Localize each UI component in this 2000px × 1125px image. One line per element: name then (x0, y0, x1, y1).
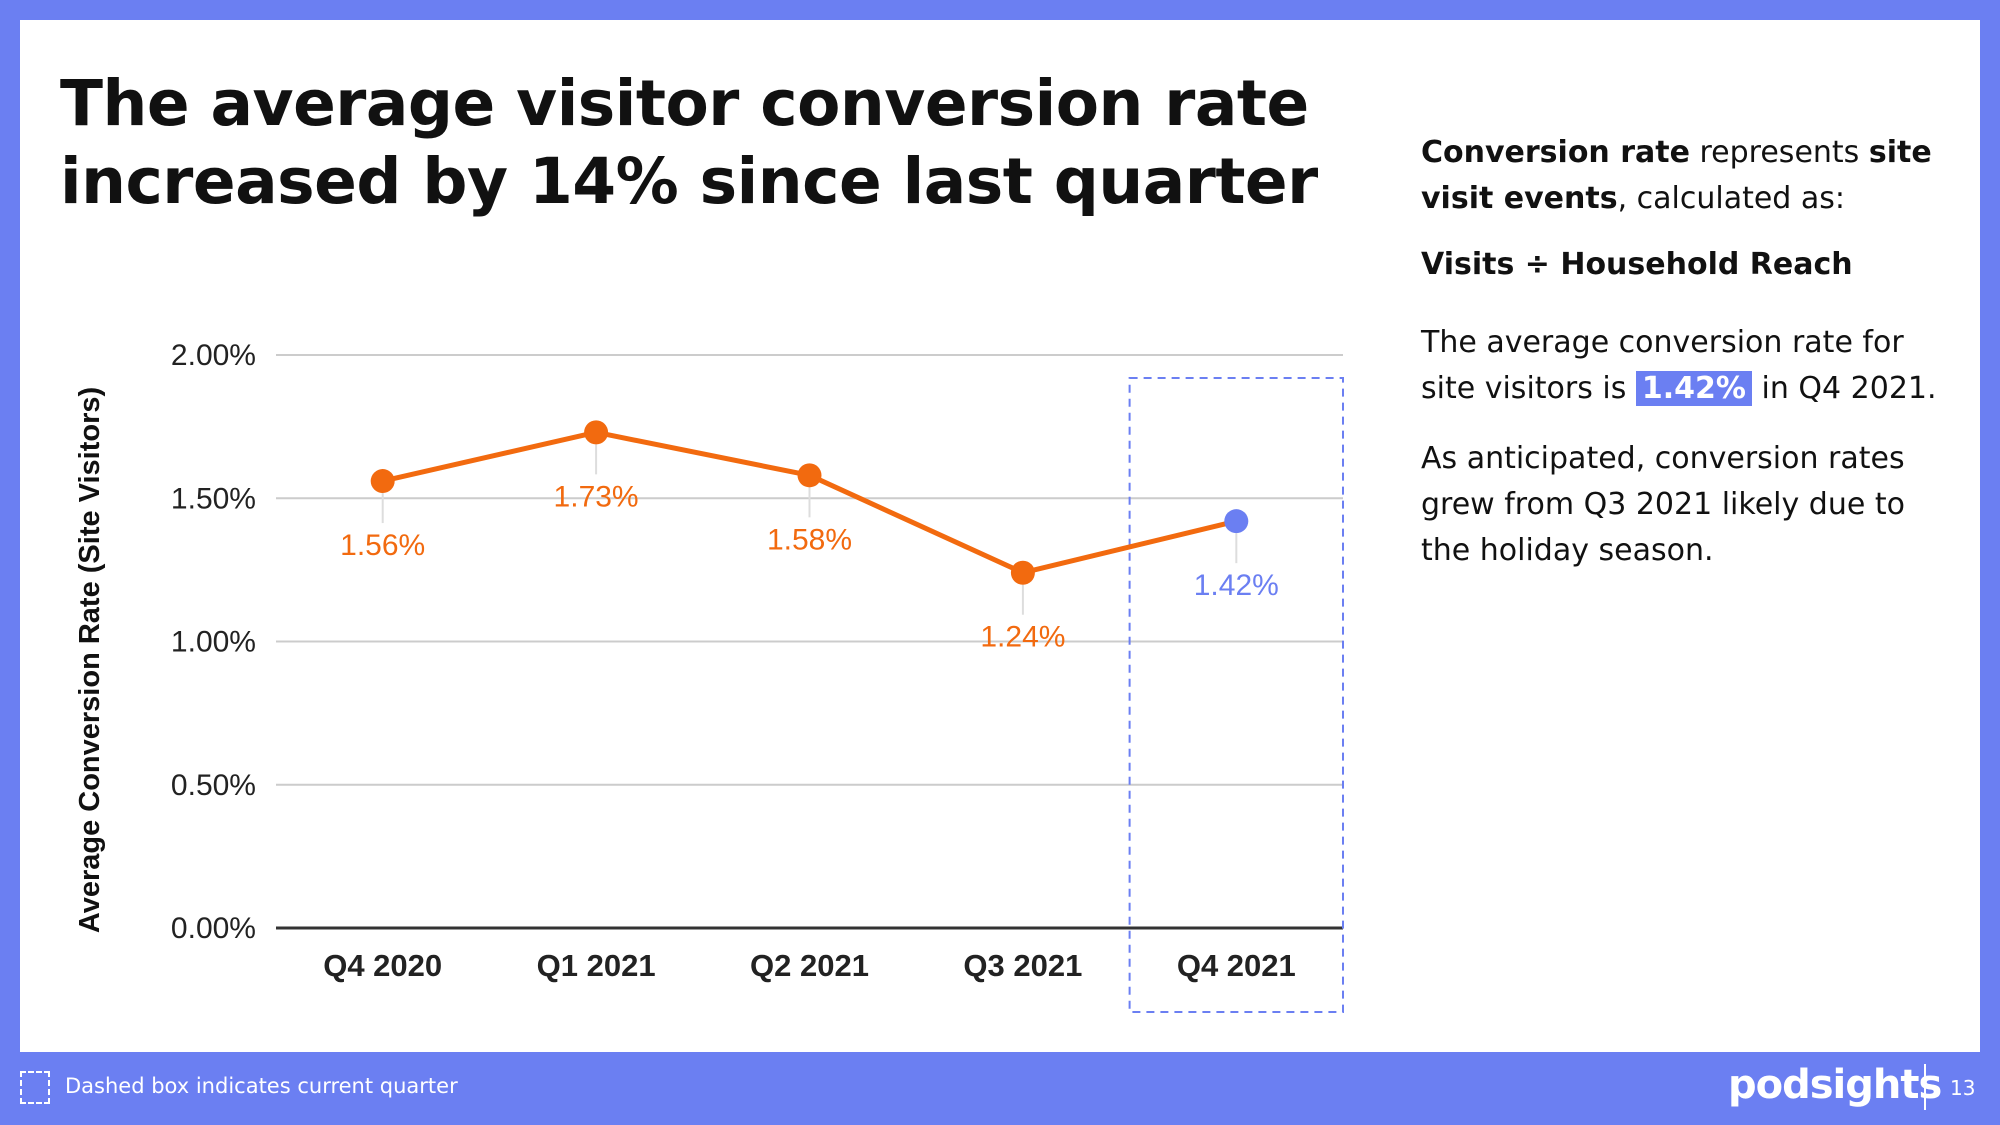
footer-note: Dashed box indicates current quarter (65, 1074, 458, 1098)
slide-title: The average visitor conversion rate incr… (60, 67, 1318, 218)
average-post: in Q4 2021. (1751, 371, 1937, 406)
page-number: 13 (1950, 1076, 1976, 1100)
data-label: 1.73% (554, 480, 639, 513)
grid-lines (276, 354, 1343, 930)
definition-term: Conversion rate (1421, 135, 1690, 170)
dashed-box-icon (20, 1071, 50, 1104)
season-note: As anticipated, conversion rates grew fr… (1421, 441, 1905, 568)
data-point (370, 469, 395, 494)
data-labels: 1.56% 1.73% 1.58% 1.24% 1.42% (340, 480, 1279, 653)
y-tick-label: 1.50% (171, 482, 256, 515)
definition-paragraph: Conversion rate represents site visit ev… (1421, 130, 1941, 222)
definition-mid: represents (1689, 135, 1869, 170)
x-tick-labels: Q4 2020 Q1 2021 Q2 2021 Q3 2021 Q4 2021 (323, 948, 1296, 983)
footer-bar: Dashed box indicates current quarter pod… (0, 1052, 2000, 1125)
data-label: 1.24% (980, 621, 1065, 654)
x-tick-label: Q2 2021 (750, 948, 869, 983)
label-leaders (381, 444, 1238, 615)
data-label: 1.42% (1194, 569, 1279, 602)
definition-end: , calculated as: (1617, 181, 1846, 216)
definition-events: site visit events (1421, 135, 1932, 216)
average-paragraph: The average conversion rate for site vis… (1421, 320, 1941, 412)
data-label: 1.58% (767, 523, 852, 556)
sidebar-text: Conversion rate represents site visit ev… (1421, 130, 1941, 574)
y-tick-label: 0.50% (171, 769, 256, 802)
data-label: 1.56% (340, 529, 425, 562)
data-points (370, 420, 1249, 585)
y-tick-labels: 0.00% 0.50% 1.00% 1.50% 2.00% (171, 339, 256, 945)
x-tick-label: Q4 2021 (1177, 948, 1296, 983)
data-point (584, 420, 609, 445)
highlight-data-point (1224, 509, 1249, 534)
footer-divider (1924, 1064, 1926, 1110)
x-tick-label: Q4 2020 (323, 948, 442, 983)
data-point (1010, 560, 1035, 585)
slide: The average visitor conversion rate incr… (20, 20, 1980, 1052)
y-tick-label: 1.00% (171, 626, 256, 659)
y-tick-label: 0.00% (171, 912, 256, 945)
podsights-logo: podsights (1728, 1062, 1942, 1108)
average-pre: The average conversion rate for site vis… (1421, 325, 1904, 406)
average-value-highlight: 1.42% (1635, 371, 1752, 406)
x-tick-label: Q1 2021 (537, 948, 656, 983)
x-tick-label: Q3 2021 (963, 948, 1082, 983)
current-quarter-box (1128, 377, 1344, 1013)
data-point (797, 463, 822, 488)
y-tick-label: 2.00% (171, 339, 256, 372)
formula: Visits ÷ Household Reach (1421, 247, 1853, 282)
y-axis-label: Average Conversion Rate (Site Visitors) (74, 387, 106, 933)
